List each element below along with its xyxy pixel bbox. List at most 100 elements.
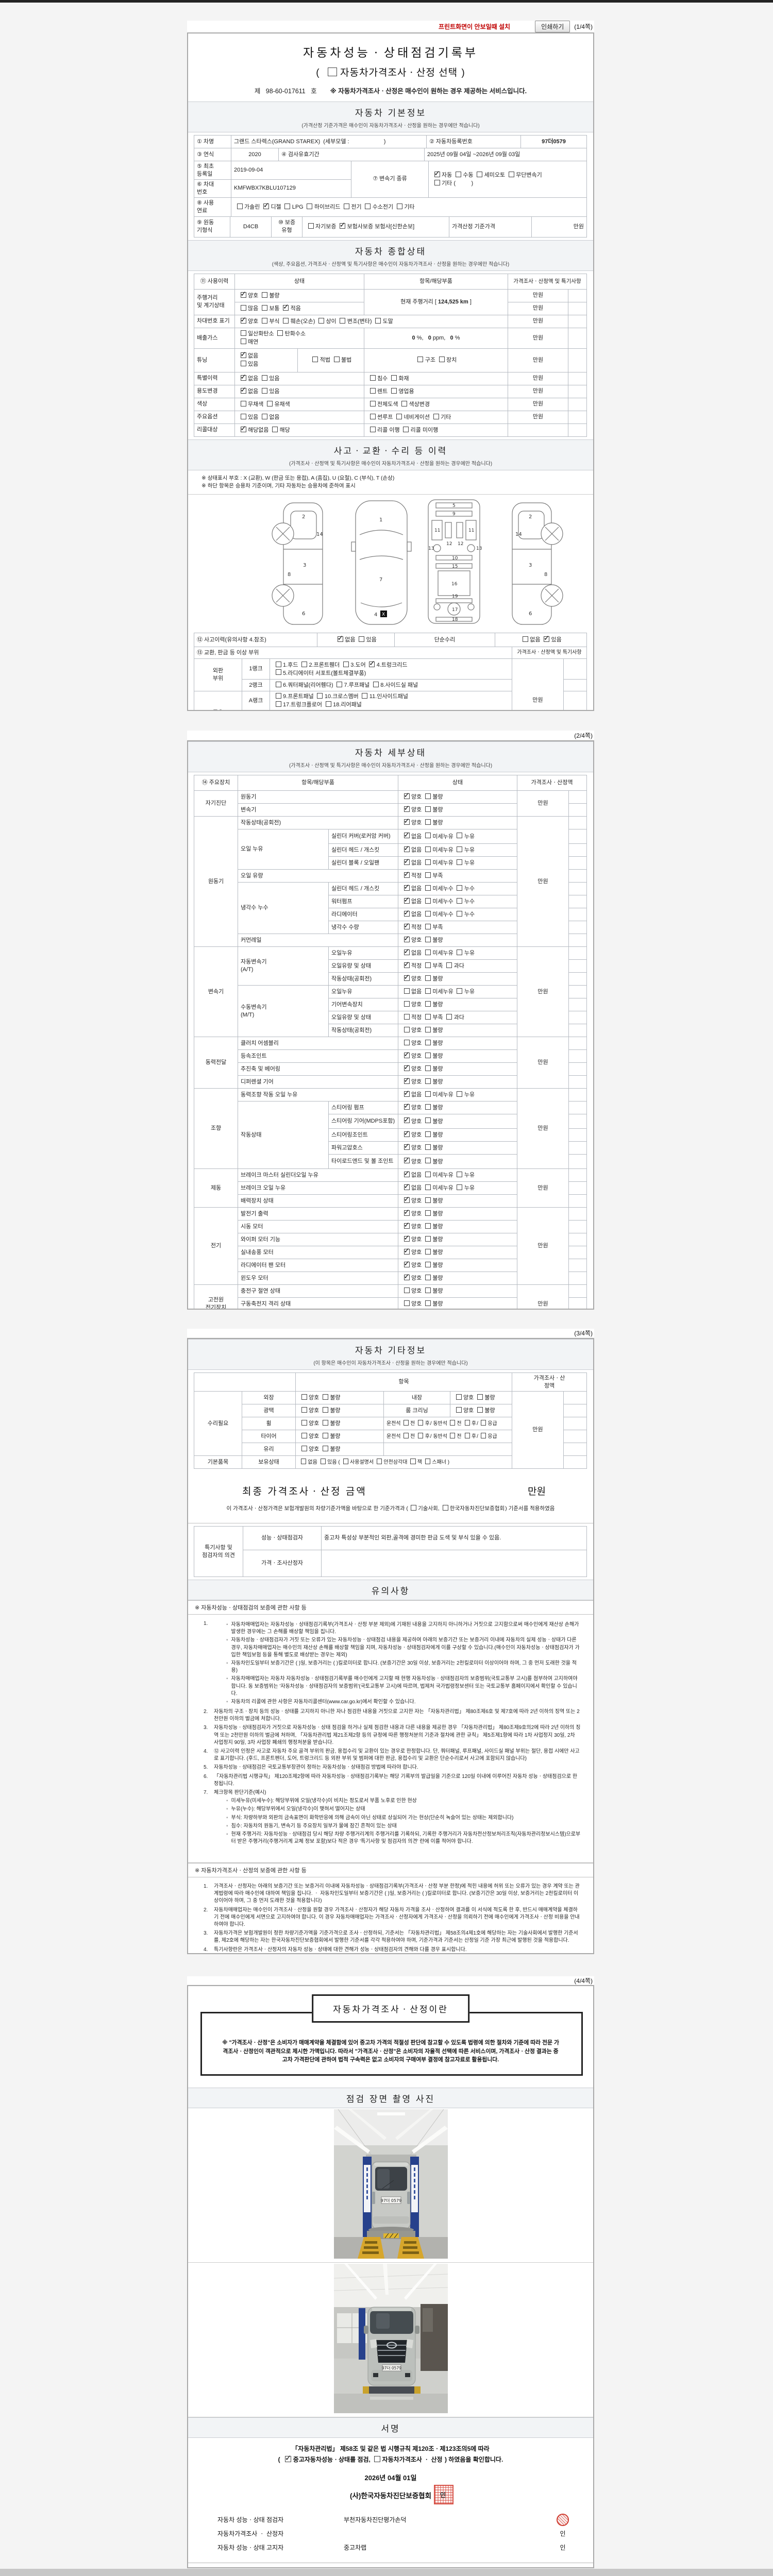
checkbox-icon	[457, 897, 463, 904]
text-span: 커먼레일	[241, 937, 262, 943]
checkbox-icon	[283, 317, 289, 324]
table-cell	[568, 1141, 587, 1155]
table-cell	[568, 1297, 587, 1309]
table-cell	[568, 998, 587, 1011]
section-title: 자동차 종합상태	[355, 246, 427, 257]
checkbox-label: 구조	[425, 357, 435, 364]
table-cell: 실린더 커버(로커암 커버)	[328, 829, 398, 844]
text-span: 변속기	[241, 806, 257, 813]
accident-history-row: ⑫ 사고이력(유의사항 4.참조) 없음 있음 단순수리 없음 있음	[194, 633, 587, 648]
inspection-photo-front: 97더 0579	[188, 2263, 593, 2417]
table-cell: 오일 누유	[238, 829, 329, 870]
checkbox-icon	[442, 1505, 448, 1511]
checkbox-icon	[425, 1158, 431, 1164]
print-button[interactable]: 인쇄하기	[535, 21, 570, 32]
checkbox-icon	[404, 1247, 410, 1256]
scrollbar-track[interactable]	[0, 2569, 773, 2576]
table-cell	[508, 423, 568, 437]
checkbox-label: 양호	[411, 1145, 422, 1151]
checkbox-label: 17.트렁크플로어	[283, 702, 323, 708]
text-span: 브레이크 마스터 실린더오일 누유	[241, 1172, 318, 1178]
checkbox-icon	[375, 317, 381, 324]
checkbox-icon	[456, 1394, 462, 1400]
section-band-sign: 서명	[188, 2417, 593, 2438]
table-cell	[568, 397, 587, 411]
text-span: 원동기	[241, 793, 257, 800]
svg-text:1: 1	[379, 517, 382, 523]
table-cell: 2랭크	[242, 679, 270, 692]
checkbox-label: 적법	[320, 357, 330, 364]
checkbox-label: 부족	[432, 924, 443, 931]
table-cell: 양호 불량	[398, 803, 517, 817]
text-span: 단순수리	[434, 636, 456, 643]
inspection-photo-rear: 97더 0579	[188, 2108, 593, 2263]
checkbox-icon	[425, 806, 431, 812]
table-cell: 양호 불량	[398, 1284, 517, 1298]
table-cell	[563, 691, 587, 710]
text-span: 구동축전지 격리 상태	[241, 1300, 291, 1307]
text-span: 등속조인트	[241, 1053, 267, 1059]
table-cell: 실린더 헤드 / 개스킷	[328, 882, 398, 895]
checkbox-icon	[275, 661, 281, 667]
checkbox-label: 양호	[248, 318, 259, 325]
checkbox-icon	[320, 1459, 326, 1464]
page-4: 자동차가격조사ㆍ산정이란 ※ "가격조사ㆍ산정"은 소비자가 매매계약을 체결함…	[187, 1985, 594, 2568]
svg-text:3: 3	[529, 563, 532, 568]
checkbox-label: 양호	[411, 1198, 422, 1205]
checkbox-label: 네비게이션	[404, 414, 430, 420]
checkbox-icon	[404, 1001, 410, 1007]
photo-rear-view: 97더 0579	[333, 2109, 448, 2259]
table-cell: 양호 불량	[398, 1114, 517, 1129]
checkbox-label: 양호	[309, 1420, 320, 1427]
checkbox-icon	[425, 1248, 431, 1255]
print-install-link[interactable]: 프린트화면이 안보일때 설치	[438, 23, 511, 30]
checkbox-label: 불량	[432, 1288, 443, 1295]
checkbox-icon	[261, 317, 267, 324]
table-cell: 만원	[508, 348, 568, 372]
table-cell	[568, 921, 587, 934]
final-price-unit: 만원	[528, 1486, 546, 1497]
text-span: 연료	[197, 207, 208, 214]
table-cell: ⑨ 원동 기형식	[194, 216, 230, 238]
table-cell: 작동상태	[238, 1101, 329, 1169]
table-cell: 차대번호 표기	[194, 314, 235, 328]
checkbox-icon	[261, 304, 267, 311]
text-span: 조향	[210, 1125, 222, 1132]
table-cell: 양호 불량	[398, 1272, 517, 1285]
text-span: 자동변속기	[241, 959, 267, 965]
checkbox-label: 중고자동차성능ㆍ상태를 점검,	[293, 2456, 371, 2463]
table-cell: 만원	[512, 658, 564, 710]
checkbox-icon	[369, 659, 375, 669]
checkbox-icon	[301, 1445, 307, 1451]
text-span: ③ 연식	[197, 151, 214, 158]
checkbox-icon	[301, 1432, 307, 1438]
checkbox-label: 보험사보증 보험사[신한손보]	[347, 224, 415, 230]
table-cell: 윈도우 모터	[238, 1272, 398, 1285]
text-span: 오일 누유	[241, 846, 263, 853]
table-cell: 가솔린 디젤 LPG 하이브리드 전기 수소전기 기타	[231, 197, 587, 217]
checkbox-icon	[464, 1433, 470, 1438]
table-cell	[568, 934, 587, 947]
checkbox-icon	[403, 1420, 409, 1426]
checkbox-icon	[425, 833, 431, 839]
note-sub-item: 자동차성능ㆍ상태점검자가 거짓 또는 오류가 있는 자동차성능ㆍ상태점검 내용을…	[226, 1637, 581, 1659]
table-cell: 워터펌프	[328, 895, 398, 908]
checkbox-label: 누유	[464, 1185, 475, 1192]
table-cell: 양호 불량	[398, 816, 517, 829]
table-cell: 중고차 특성상 부분적인 외판,골격에 경미한 판금 도색 및 부식 있을 수 …	[321, 1526, 587, 1550]
table-cell	[563, 1391, 587, 1404]
checkbox-label: 불량	[330, 1433, 341, 1440]
checkbox-icon	[425, 1013, 431, 1020]
text-span: 만원	[532, 305, 544, 312]
table-cell: 스티어링 기어(MDPS포함)	[328, 1114, 398, 1129]
table-cell	[568, 1088, 587, 1101]
table-cell	[568, 946, 587, 960]
table-cell: 원동기	[194, 816, 238, 947]
checkbox-label: 11.인사이드패널	[369, 693, 408, 700]
table-cell: 클러치 어셈블리	[238, 1037, 398, 1050]
checkbox-icon	[266, 400, 273, 406]
checkbox-label: 미세누유	[432, 950, 453, 957]
svg-text:6: 6	[302, 611, 305, 617]
